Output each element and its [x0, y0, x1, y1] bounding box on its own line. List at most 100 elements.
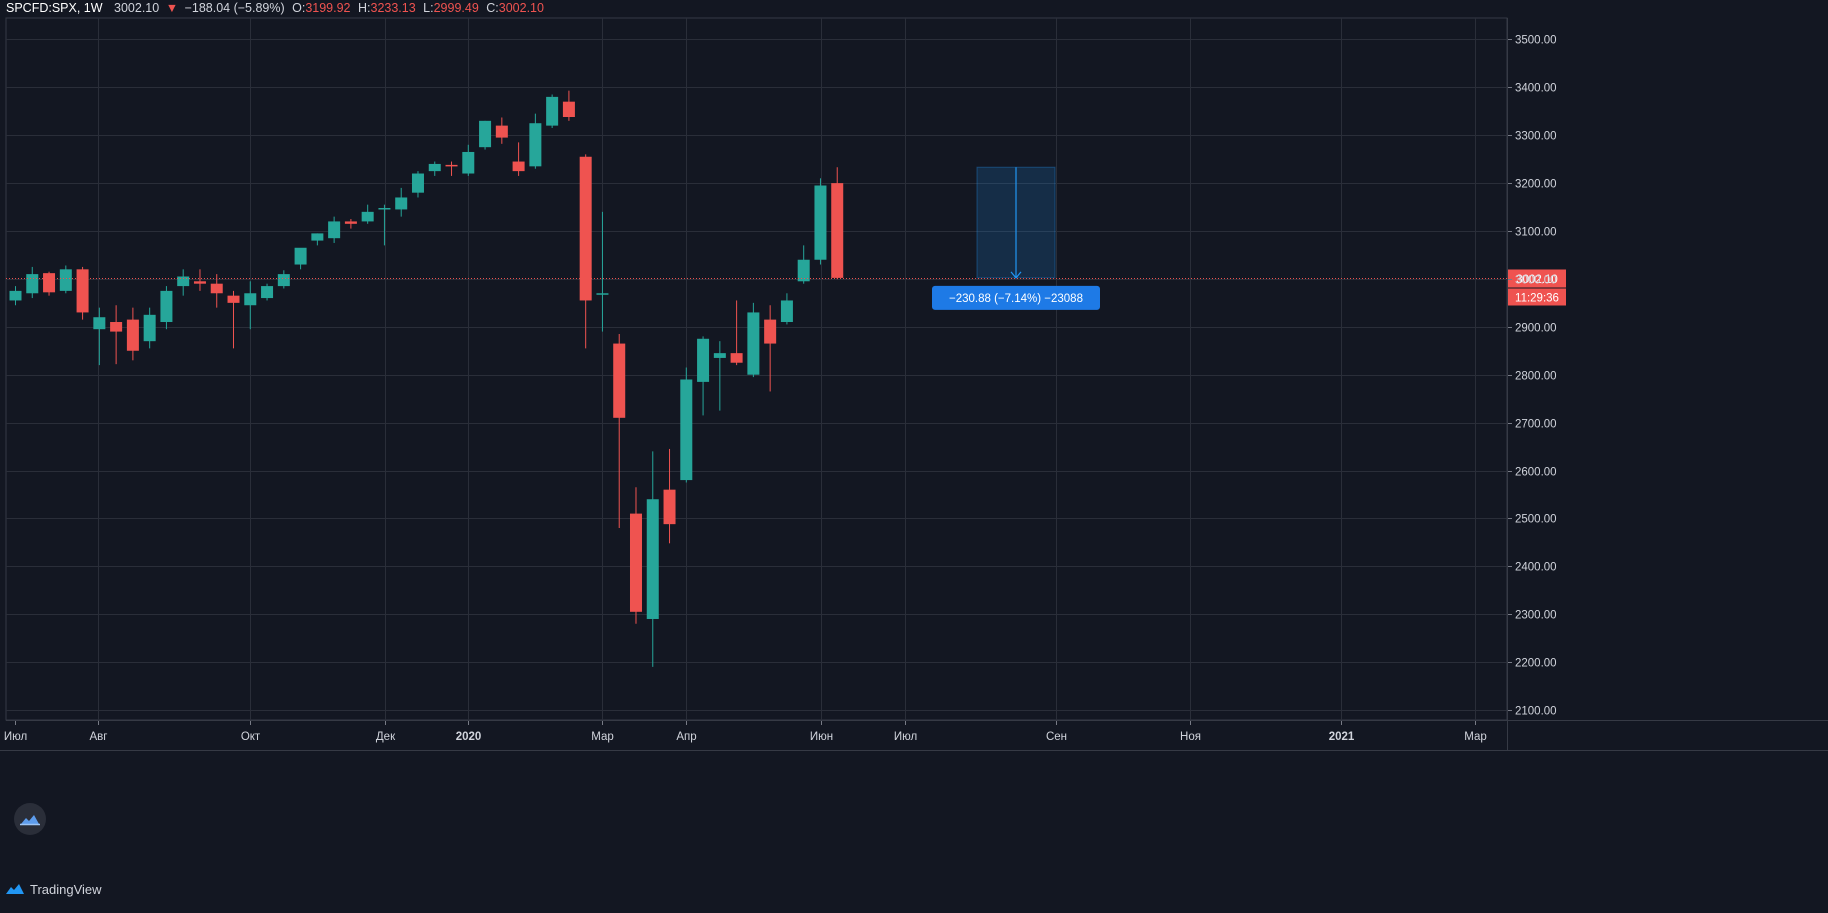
low-label: L:: [423, 1, 434, 15]
candle: [546, 94, 559, 129]
cloud-icon: [20, 815, 40, 826]
candle: [428, 161, 441, 176]
candle-body: [328, 221, 341, 239]
y-tick-label: 3400.00: [1515, 83, 1557, 95]
candle-body: [93, 317, 106, 330]
candle: [143, 307, 156, 349]
tradingview-icon: [6, 884, 24, 894]
candle: [562, 90, 575, 121]
y-tick-label: 2400.00: [1515, 562, 1557, 574]
candle: [579, 154, 592, 349]
y-tick-label: 2100.00: [1515, 706, 1557, 718]
candle: [663, 448, 676, 544]
candle-body: [395, 197, 408, 210]
candle-body: [629, 513, 642, 612]
candle: [495, 117, 508, 144]
candle: [797, 245, 810, 284]
y-tick-label: 2500.00: [1515, 514, 1557, 526]
candle: [646, 451, 659, 667]
candle-body: [663, 489, 676, 525]
x-tick-label: Июн: [810, 731, 833, 743]
candle-body: [126, 319, 139, 351]
candle: [110, 305, 123, 365]
candle: [512, 142, 525, 176]
candle-body: [764, 319, 777, 344]
candle-body: [311, 233, 324, 241]
candle-body: [294, 247, 307, 265]
candle: [445, 161, 458, 176]
measure-label-box: [932, 285, 1100, 310]
y-tick-label: 3300.00: [1515, 131, 1557, 143]
candle: [160, 286, 173, 330]
x-tick-label: Дек: [376, 731, 396, 743]
symbol-label[interactable]: SPCFD:SPX, 1W: [6, 1, 103, 15]
x-tick-label: 2021: [1329, 731, 1355, 743]
x-tick-label: Авг: [90, 731, 108, 743]
countdown-label: 11:29:36: [1515, 293, 1559, 305]
candle-body: [579, 156, 592, 301]
candle: [277, 270, 290, 289]
candle-body: [814, 185, 827, 260]
x-tick-label: Апр: [676, 731, 696, 743]
candle-body: [680, 379, 693, 481]
candle-body: [462, 151, 475, 174]
candle-body: [160, 290, 173, 323]
axes: 3500.00 3400.00 3300.00 3200.00 3100.00 3000.…: [0, 18, 1828, 751]
y-tick-label: 3200.00: [1515, 179, 1557, 191]
candle-body: [797, 259, 810, 282]
candle-body: [713, 353, 726, 358]
y-tick-label: 2200.00: [1515, 658, 1557, 670]
candles: [9, 90, 844, 667]
grid-lines: [5, 17, 1508, 721]
candle: [177, 269, 190, 296]
price-tag-label: 3002.10: [1516, 274, 1558, 286]
candle: [361, 204, 374, 224]
x-tick-label: Окт: [241, 731, 261, 743]
brand-footer[interactable]: TradingView: [4, 878, 102, 900]
y-tick-label: 3100.00: [1515, 227, 1557, 239]
y-tick-label: 2700.00: [1515, 419, 1557, 431]
candle: [126, 307, 139, 361]
tradingview-logo-button[interactable]: [14, 803, 46, 835]
open-label: O:: [292, 1, 306, 15]
candle-body: [378, 208, 391, 210]
x-tick-label: Мар: [591, 731, 614, 743]
close-value: 3002.10: [498, 1, 544, 15]
candle-body: [831, 183, 844, 278]
high-value: 3233.13: [370, 1, 416, 15]
candle: [9, 286, 22, 306]
y-tick-label: 2300.00: [1515, 610, 1557, 622]
candle: [713, 341, 726, 411]
candle-body: [697, 338, 710, 382]
last-price: 3002.10: [114, 1, 160, 15]
candle: [59, 265, 72, 294]
symbol-legend[interactable]: SPCFD:SPX, 1W 3002.10 ▼ −188.04 (−5.89%)…: [6, 0, 544, 16]
candle-body: [59, 269, 72, 291]
candle-body: [747, 312, 760, 375]
down-arrow-icon: ▼: [165, 1, 179, 15]
candle: [814, 178, 827, 265]
measure-label: −230.88 (−7.14%) −23088: [949, 293, 1083, 305]
candle: [26, 266, 39, 299]
candle: [529, 113, 542, 169]
candle-body: [227, 295, 240, 303]
candle: [395, 187, 408, 217]
candle-body: [479, 120, 492, 148]
candle: [479, 120, 492, 150]
measure-arrow-icon: [1010, 271, 1022, 279]
x-tick-label: Сен: [1046, 731, 1067, 743]
candle: [629, 487, 642, 624]
candle-body: [361, 211, 374, 222]
candle-body: [177, 276, 190, 287]
countdown-box: [1508, 288, 1566, 306]
candle-body: [613, 343, 626, 418]
measure-tool[interactable]: −230.88 (−7.14%) −23088: [932, 166, 1100, 310]
candle: [764, 305, 777, 392]
candle-body: [495, 125, 508, 138]
price-tag-box: [1508, 269, 1566, 288]
candle-body: [529, 123, 542, 167]
candle-body: [512, 161, 525, 172]
candle-body: [780, 300, 793, 323]
